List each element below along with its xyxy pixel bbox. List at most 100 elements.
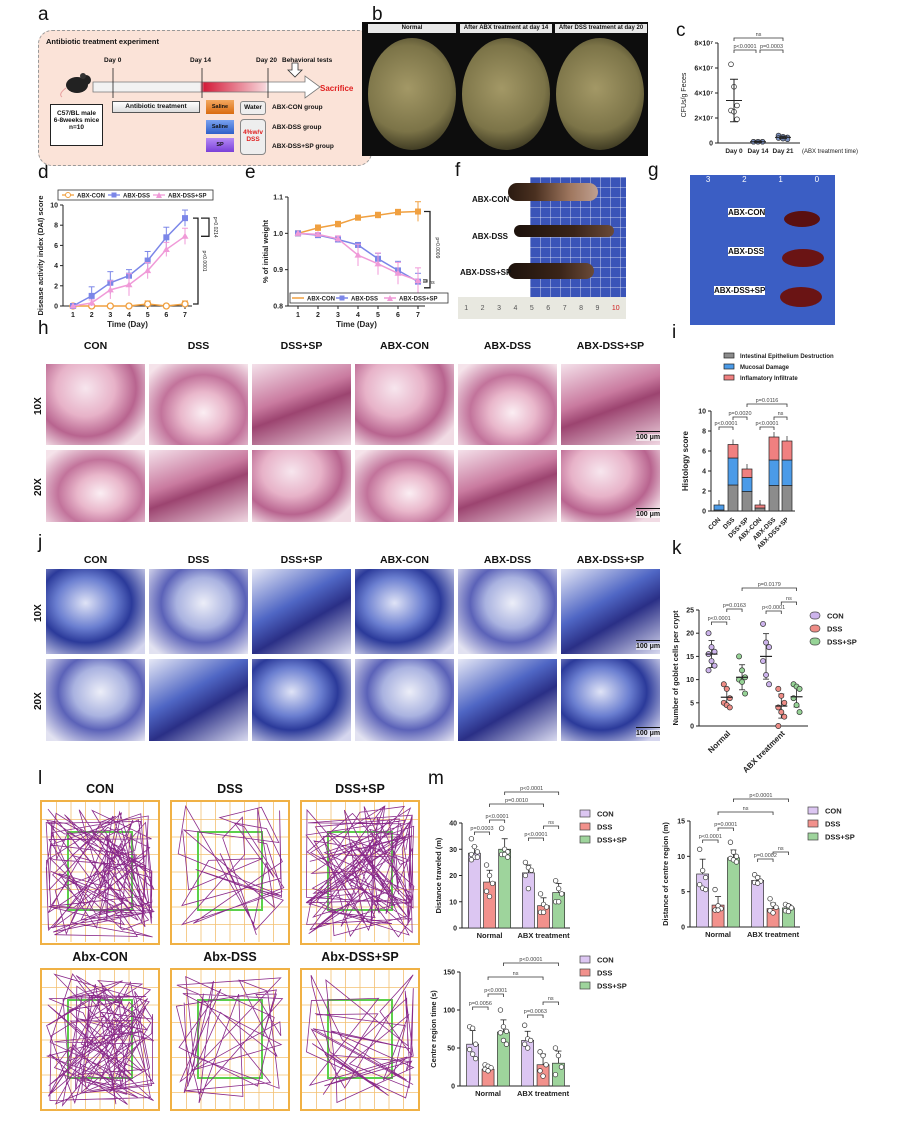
bar-segment bbox=[781, 485, 793, 512]
data-point bbox=[69, 302, 77, 309]
bar-segment bbox=[727, 457, 739, 486]
p-value-label: p=0.0116 bbox=[756, 398, 779, 404]
legend-label: CON bbox=[827, 612, 844, 621]
y-axis-label: Histology score bbox=[681, 430, 690, 491]
legend-swatch bbox=[723, 374, 735, 381]
data-point bbox=[781, 699, 788, 706]
data-point bbox=[556, 885, 562, 892]
data-point bbox=[522, 1022, 528, 1028]
p-value-label: ns bbox=[743, 806, 749, 812]
track-path bbox=[302, 970, 418, 1110]
x-tick-label: Day 0 bbox=[725, 148, 743, 155]
x-tick-label: 2 bbox=[316, 312, 320, 319]
scale-bar: 100 μm bbox=[636, 431, 661, 441]
legend-label: Inflamatory Infiltrate bbox=[740, 376, 798, 382]
x-tick-label: 3 bbox=[108, 312, 112, 319]
mice-info-box: C57/BL male 6-8weeks mice n=10 bbox=[50, 104, 103, 146]
significance-bracket bbox=[489, 819, 506, 823]
panel-label-l: l bbox=[38, 768, 43, 789]
significance-bracket bbox=[543, 825, 560, 829]
column-label: ABX-DSS+SP bbox=[576, 554, 645, 566]
significance-bracket bbox=[746, 403, 788, 407]
y-tick-label: 5 bbox=[681, 889, 685, 896]
legend-swatch bbox=[579, 955, 591, 964]
significance-bracket bbox=[718, 426, 734, 430]
plate-dss-day20 bbox=[556, 38, 644, 150]
significance-bracket bbox=[711, 621, 728, 625]
data-point bbox=[528, 1037, 534, 1044]
significance-bracket bbox=[423, 279, 428, 283]
legend-swatch bbox=[579, 968, 591, 977]
data-point bbox=[471, 843, 478, 850]
p-value-label: p<0.0001 bbox=[749, 793, 772, 799]
micrograph-abx-dss-spsp-20x bbox=[560, 658, 661, 742]
data-point bbox=[703, 886, 709, 893]
track-title: CON bbox=[86, 782, 114, 796]
micrograph-dss-spsp-10x bbox=[251, 568, 352, 655]
legend-swatch bbox=[809, 624, 821, 633]
y-tick-label: 8 bbox=[54, 223, 58, 230]
data-point bbox=[552, 1071, 559, 1078]
x-tick-label: ABX treatment bbox=[517, 1089, 570, 1098]
panel-label-j: j bbox=[38, 532, 43, 553]
saline-orange-box: Saline bbox=[206, 100, 234, 114]
data-point bbox=[788, 905, 795, 911]
y-tick-label: 150 bbox=[443, 970, 455, 977]
micrograph-abx-con-20x bbox=[354, 658, 455, 742]
data-point bbox=[697, 881, 703, 888]
p-value-label: p<0.0001 bbox=[755, 421, 778, 427]
bar-segment bbox=[781, 440, 793, 461]
legend-swatch bbox=[809, 611, 821, 620]
column-label: DSS bbox=[187, 340, 210, 352]
data-point bbox=[703, 874, 709, 881]
data-point bbox=[522, 872, 529, 879]
y-tick-label: 0 bbox=[690, 724, 694, 731]
y-tick-label: 10 bbox=[686, 677, 694, 684]
day14-label: Day 14 bbox=[190, 57, 211, 64]
data-point bbox=[543, 1062, 549, 1068]
legend-swatch bbox=[809, 637, 821, 646]
micrograph-abx-dss-spsp-10x bbox=[560, 363, 661, 446]
group-abx-dss: ABX-DSS group bbox=[272, 124, 322, 131]
p-value-label: ns bbox=[513, 971, 519, 977]
micrograph-abx-dss-10x bbox=[457, 568, 558, 655]
data-point bbox=[555, 1052, 562, 1059]
x-tick-label: 4 bbox=[127, 312, 131, 319]
panel-label-f: f bbox=[455, 160, 461, 181]
panel-label-c: c bbox=[676, 20, 686, 41]
data-point bbox=[522, 859, 529, 866]
y-tick-label: 0 bbox=[709, 141, 713, 148]
data-point bbox=[505, 854, 511, 860]
legend-box bbox=[289, 292, 449, 304]
p-value-label: ns bbox=[778, 411, 784, 417]
x-axis-label: (ABX treatment time) bbox=[802, 149, 858, 155]
schematic-title: Antibiotic treatment experiment bbox=[46, 37, 159, 46]
legend-box bbox=[57, 189, 214, 201]
data-point bbox=[375, 212, 381, 219]
p-value-label: p<0.0001 bbox=[699, 834, 722, 840]
p-value-label: p<0.0001 bbox=[714, 421, 737, 427]
data-point bbox=[559, 891, 565, 897]
y-tick-label: 2 bbox=[702, 489, 706, 496]
micrograph-con-10x bbox=[45, 363, 146, 446]
data-point bbox=[705, 630, 712, 637]
x-tick-label: ABX treatment bbox=[747, 930, 800, 939]
legend-label: ABX-DSS bbox=[123, 194, 150, 200]
data-point bbox=[775, 723, 782, 729]
data-point bbox=[537, 891, 544, 897]
bar-segment bbox=[768, 485, 780, 512]
bar-segment bbox=[741, 491, 753, 512]
y-tick-label: 10 bbox=[50, 203, 58, 210]
p-value-label: p<0.0001 bbox=[201, 251, 207, 272]
significance-bracket bbox=[733, 37, 784, 41]
data-point bbox=[540, 909, 547, 915]
data-point bbox=[106, 286, 114, 293]
p-value-label: ns bbox=[429, 280, 435, 286]
data-point bbox=[474, 854, 481, 860]
p-value-label: p=0.0010 bbox=[505, 798, 528, 804]
micrograph-dss-20x bbox=[148, 658, 249, 742]
antibiotic-treatment-box: Antibiotic treatment bbox=[112, 101, 200, 113]
data-point bbox=[500, 1024, 507, 1030]
data-point bbox=[767, 896, 773, 902]
data-point bbox=[497, 1007, 504, 1013]
